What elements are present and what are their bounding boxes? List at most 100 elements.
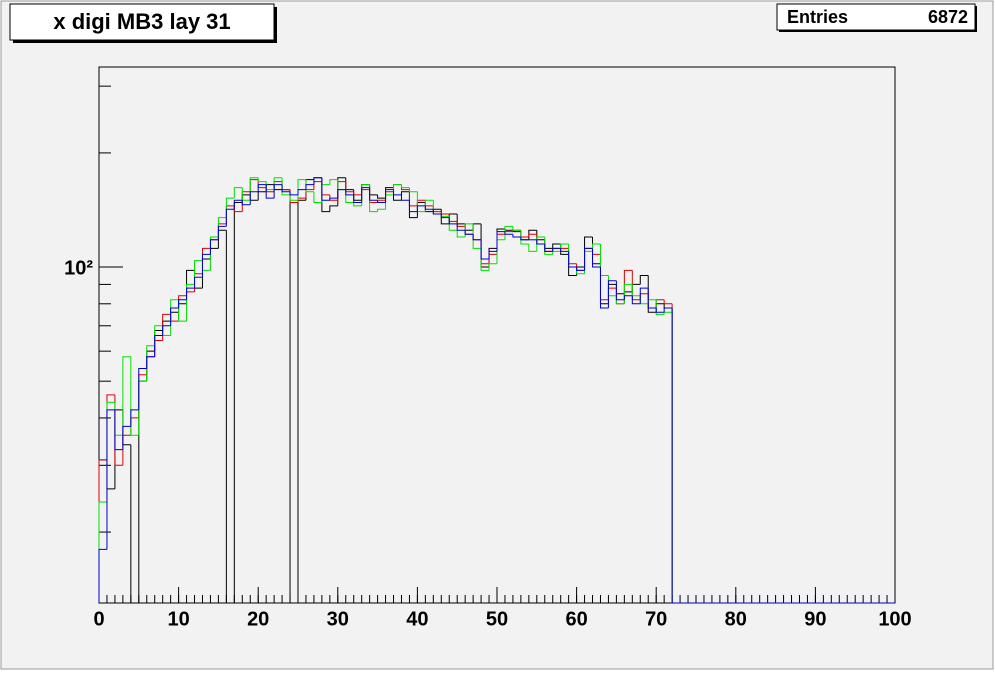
x-tick-label: 90 [804,608,826,630]
histogram-bin [297,189,306,195]
histogram-bin [233,199,243,210]
histogram-bin [377,200,386,203]
histogram-bin [249,191,259,205]
histogram-bin [361,187,370,203]
histogram-bin [265,184,275,199]
histogram-bin [178,299,187,308]
histogram-bin [400,194,410,201]
histogram-bin [424,205,434,210]
histogram-bin [130,356,139,436]
histogram-bin [209,239,219,255]
histogram-bin [281,177,291,196]
histogram-bin [400,184,410,189]
title-box [9,3,275,41]
histogram-bin [472,223,482,249]
histogram-bin [305,179,314,193]
histogram-bin [544,244,553,252]
histogram-bin [130,444,139,604]
x-tick-label: 50 [486,608,508,630]
histogram-bin [647,288,657,309]
histogram-bin [576,267,585,271]
histogram-bin [329,197,338,201]
histogram-bin [233,187,243,199]
histogram-bin [353,194,362,203]
histogram-bin [146,345,155,382]
histogram-bin [568,251,577,268]
histogram-bin [273,184,283,199]
histogram-bin [560,248,569,252]
histogram-bin [289,194,298,201]
histogram-bin [369,187,378,201]
x-tick-label: 20 [247,608,269,630]
histogram-bin [552,247,561,252]
histogram-bin [186,283,195,322]
y-tick-label: 10² [64,257,93,279]
histogram-bin [536,239,545,245]
histogram-bin [393,189,402,196]
histogram-bin [639,287,649,304]
histogram-bin [504,225,513,240]
histogram-bin [599,267,609,309]
histogram-bin [480,239,490,260]
histogram-bin [512,226,521,231]
histogram-bin [377,194,386,199]
histogram-bin [472,234,482,241]
histogram-bin [663,307,673,313]
histogram-bin [488,250,497,260]
x-tick-label: 70 [645,608,667,630]
histogram-bin [464,230,474,235]
histogram-bin [154,334,163,357]
histogram-bin [241,200,251,206]
histogram-bin [313,177,322,185]
histogram-bin [345,189,354,196]
histogram-bin [655,299,665,315]
chart-title: x digi MB3 lay 31 [53,9,230,34]
histogram-bin [607,280,617,308]
histogram-bin [329,205,338,212]
histogram-bin [385,189,394,203]
histogram-bin [592,248,601,268]
x-tick-label: 60 [565,608,587,630]
histogram-bin [552,243,561,249]
histogram-bin [162,325,171,336]
histogram-bin [257,184,267,192]
histogram-bin [377,208,386,212]
histogram-bin [305,184,314,190]
x-tick-label: 40 [406,608,428,630]
x-tick-label: 80 [725,608,747,630]
histogram-bin [408,200,418,213]
histogram-bin [98,548,107,603]
histogram-bin [528,233,537,238]
histogram-bin [257,177,267,183]
x-tick-label: 30 [327,608,349,630]
histogram-bin [520,230,529,245]
histogram-bin [194,260,203,285]
stats-value: 6872 [928,7,968,27]
histogram-bin [456,223,466,231]
histogram-bin [217,225,227,240]
histogram-bin [353,202,362,207]
histogram-bin [496,231,505,252]
histogram-bin [639,274,649,285]
histogram-bin [201,253,211,278]
histogram-bin [528,244,537,252]
frame [98,66,896,604]
histogram-bin [106,409,115,550]
histogram-bin [504,231,513,235]
histogram-bin [440,214,450,219]
histogram-bin [584,247,593,271]
stats-label: Entries [787,7,848,27]
histogram-bin [448,217,458,225]
histogram-bin [138,368,147,410]
histogram-bin [337,189,346,199]
histogram-bin [456,230,466,238]
histogram-bin [289,191,298,196]
histogram-bin [623,295,633,300]
histogram-bin [289,189,298,604]
histogram-bin [488,263,497,271]
histogram-bin [655,307,665,313]
histogram-bin [281,184,291,193]
histogram-bin [114,409,123,451]
histogram-bin [321,177,330,201]
